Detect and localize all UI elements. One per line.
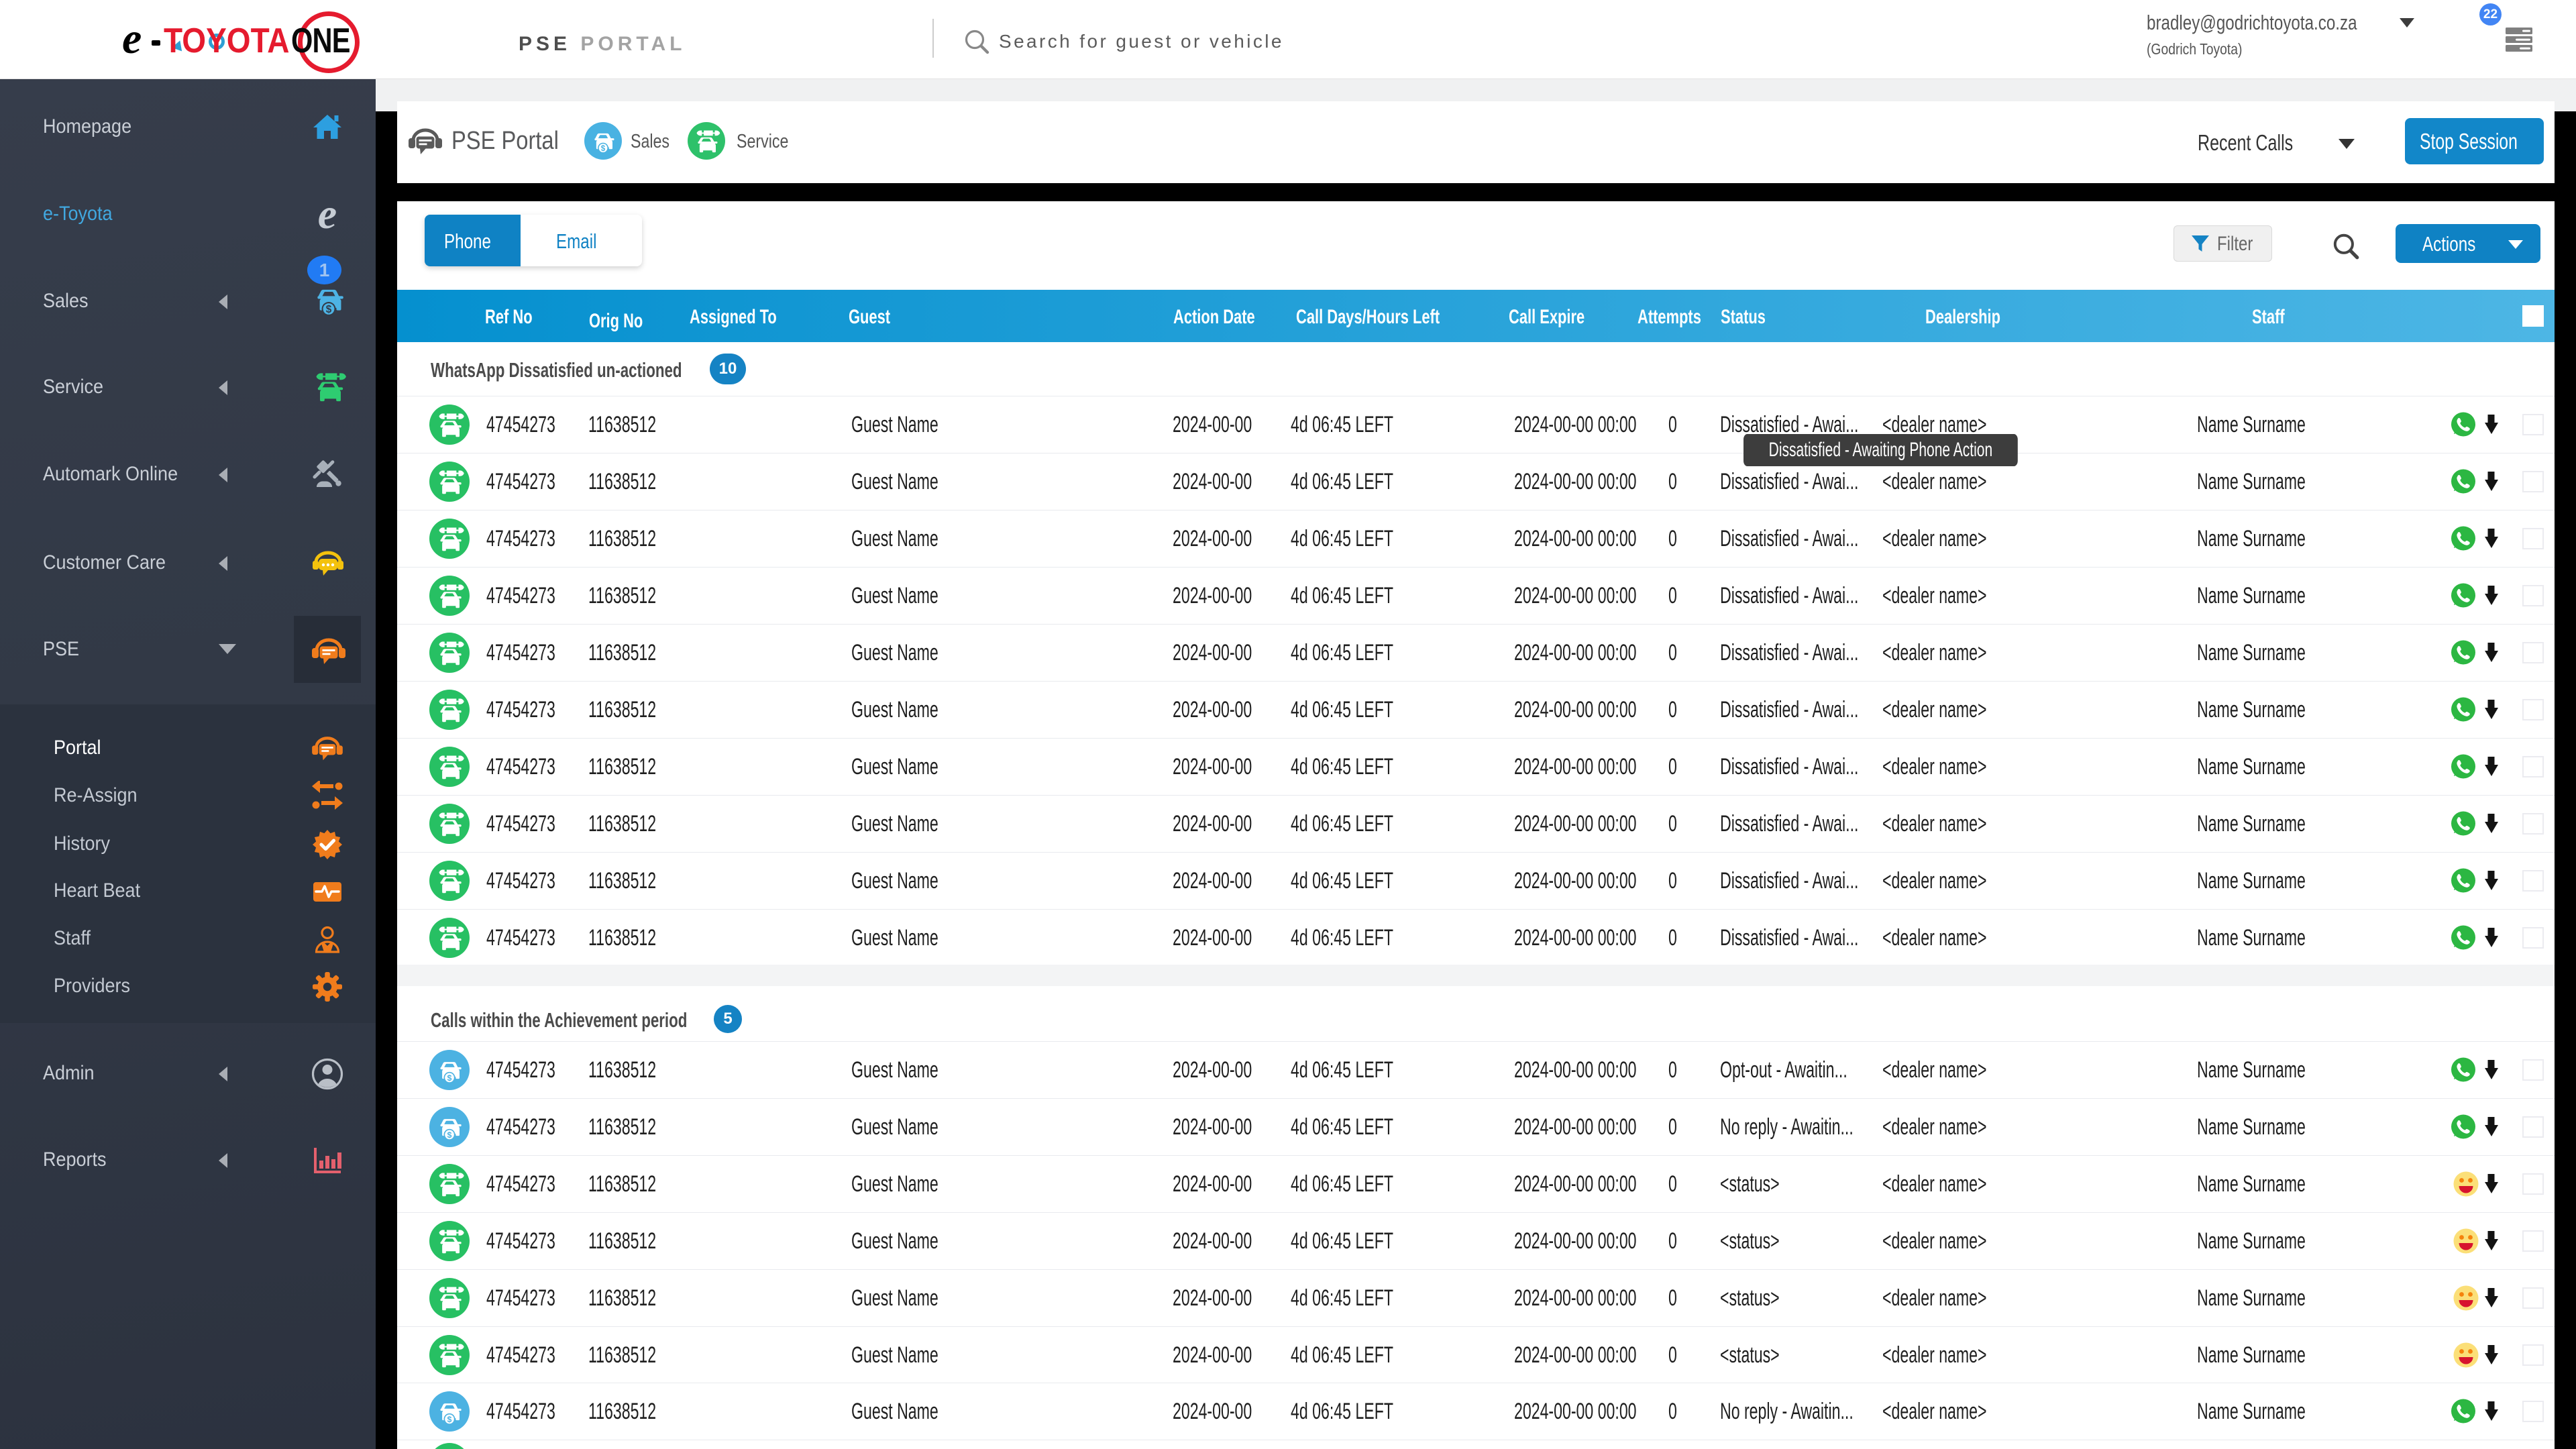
- svg-text:$: $: [447, 1073, 452, 1083]
- svg-text:$: $: [326, 304, 332, 315]
- svg-text:$: $: [447, 1415, 452, 1424]
- svg-text:$: $: [601, 145, 606, 153]
- svg-text:$: $: [447, 1130, 452, 1140]
